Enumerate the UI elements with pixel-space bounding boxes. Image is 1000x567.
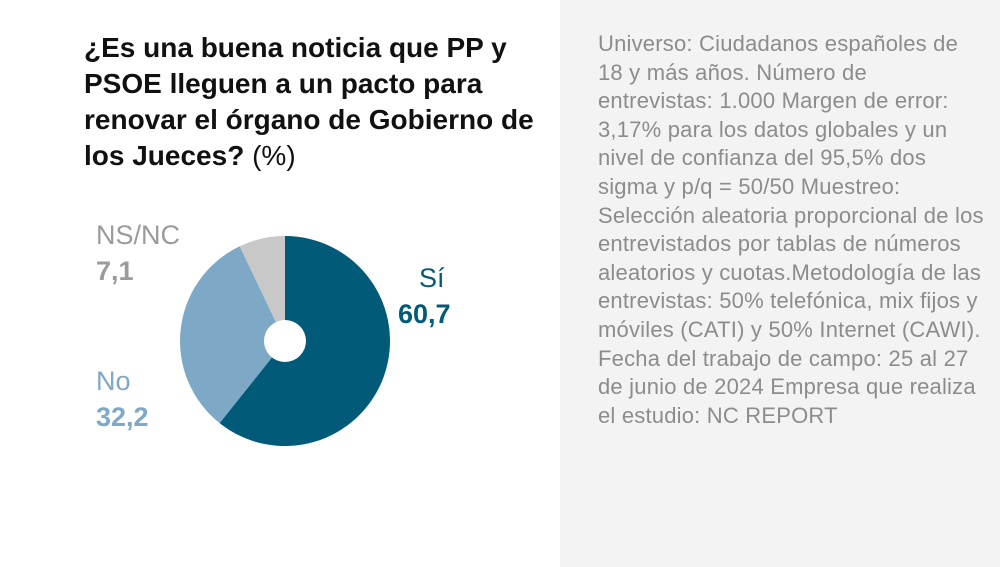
label-no-value: 32,2 xyxy=(96,402,149,432)
slice-no xyxy=(180,246,285,424)
methodology-note: Universo: Ciudadanos españoles de 18 y m… xyxy=(598,31,984,428)
donut-hole xyxy=(264,320,306,362)
label-nsnc-value: 7,1 xyxy=(96,256,134,286)
label-nsnc: NS/NC 7,1 xyxy=(96,219,180,287)
label-si-value: 60,7 xyxy=(398,299,451,329)
donut-chart xyxy=(180,236,391,447)
slice-nsnc xyxy=(239,236,285,341)
chart-panel: ¿Es una buena noticia que PP y PSOE lleg… xyxy=(84,30,554,447)
label-si-name: Sí xyxy=(419,263,445,293)
label-nsnc-name: NS/NC xyxy=(96,220,181,250)
chart-title: ¿Es una buena noticia que PP y PSOE lleg… xyxy=(84,30,554,174)
label-si: Sí 60,7 xyxy=(398,262,451,330)
methodology-panel xyxy=(560,0,1000,567)
label-no: No 32,2 xyxy=(96,365,149,433)
chart-question: ¿Es una buena noticia que PP y PSOE lleg… xyxy=(84,32,534,171)
chart-unit: (%) xyxy=(252,140,296,171)
label-no-name: No xyxy=(96,366,131,396)
